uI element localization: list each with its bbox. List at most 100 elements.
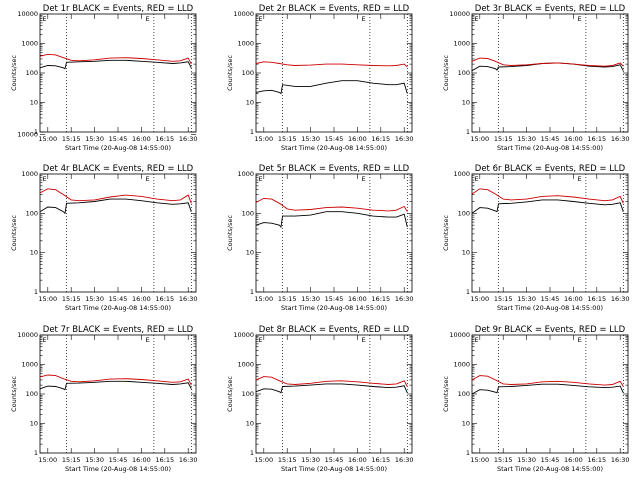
y-tick-label: 10 (246, 249, 254, 257)
panel-8: Det 8r BLACK = Events, RED = LLD 1 10 100 10… (226, 325, 414, 473)
panel-title: Det 5r BLACK = Events, RED = LLD (259, 164, 410, 174)
x-tick-label: 15:15 (278, 295, 297, 303)
x-tick-label: 16:15 (587, 295, 606, 303)
y-axis-label: Counts/sec (442, 55, 450, 91)
panel-title: Det 8r BLACK = Events, RED = LLD (259, 325, 410, 335)
x-tick-label: 16:15 (587, 456, 606, 464)
x-tick-label: 15:00 (254, 135, 273, 143)
y-tick-label: 1 (250, 288, 254, 296)
y-axis-label: Counts/sec (226, 215, 234, 251)
x-tick-label: 15:45 (325, 135, 344, 143)
x-tick-label: 15:30 (517, 135, 536, 143)
x-tick-label: 16:00 (132, 456, 151, 464)
x-tick-label: 15:15 (62, 456, 81, 464)
y-tick-label: 1000 (21, 170, 38, 178)
x-tick-label: 15:00 (38, 135, 57, 143)
marker-annotation: E (43, 336, 47, 344)
x-tick-label: 16:15 (155, 295, 174, 303)
y-tick-label: 10000 (17, 131, 38, 139)
x-tick-label: 15:45 (109, 456, 128, 464)
panel-title: Det 3r BLACK = Events, RED = LLD (475, 4, 626, 14)
y-tick-label: 10 (30, 99, 38, 107)
events-series-line (255, 383, 408, 394)
lld-series-line (39, 53, 192, 65)
events-series-line (39, 198, 192, 215)
x-axis-label: Start Time (20-Aug-08 14:55:00) (65, 304, 171, 312)
y-tick-label: 10 (30, 249, 38, 257)
y-tick-label: 1 (250, 128, 254, 136)
x-tick-label: 15:00 (254, 295, 273, 303)
panel-7: Det 7r BLACK = Events, RED = LLD 1 10 100 10… (10, 325, 198, 473)
x-tick-label: 15:15 (278, 135, 297, 143)
y-tick-label: 100 (458, 69, 470, 77)
y-tick-label: 100 (26, 209, 38, 217)
x-tick-label: 16:15 (155, 135, 174, 143)
marker-annotation: E (578, 15, 582, 23)
x-tick-label: 15:15 (494, 295, 513, 303)
x-tick-label: 15:45 (541, 295, 560, 303)
y-tick-label: 10000 (233, 331, 254, 339)
plot-frame (39, 334, 197, 454)
marker-annotation: E (259, 175, 263, 183)
x-tick-label: 15:45 (109, 135, 128, 143)
x-axis-label: Start Time (20-Aug-08 14:55:00) (281, 304, 387, 312)
x-tick-label: 16:30 (395, 135, 414, 143)
x-tick-label: 16:30 (179, 295, 198, 303)
events-series-line (39, 380, 192, 391)
x-tick-label: 16:00 (348, 456, 367, 464)
y-tick-label: 1000 (237, 40, 254, 48)
x-tick-label: 16:30 (611, 456, 630, 464)
x-tick-label: 15:45 (109, 295, 128, 303)
x-tick-label: 15:30 (517, 456, 536, 464)
x-tick-label: 15:00 (38, 295, 57, 303)
x-tick-label: 15:00 (470, 295, 489, 303)
x-tick-label: 16:00 (348, 295, 367, 303)
events-series-line (471, 383, 624, 395)
lld-series-line (39, 188, 192, 204)
lld-series-line (255, 197, 408, 212)
panel-2: Det 2r BLACK = Events, RED = LLD 1 10 100 10… (226, 4, 414, 152)
y-tick-label: 1000 (237, 361, 254, 369)
y-tick-label: 100 (242, 209, 254, 217)
panel-3: Det 3r BLACK = Events, RED = LLD 1 10 100 10… (442, 4, 630, 152)
x-axis-label: Start Time (20-Aug-08 14:55:00) (497, 465, 603, 473)
marker-annotation: E (475, 336, 479, 344)
y-tick-label: 100 (26, 390, 38, 398)
y-tick-label: 10000 (17, 10, 38, 18)
plot-frame (39, 13, 197, 133)
y-axis-label: Counts/sec (10, 376, 18, 412)
y-tick-label: 1 (34, 128, 38, 136)
y-tick-label: 1 (466, 128, 470, 136)
events-series-line (471, 199, 624, 214)
x-tick-label: 16:00 (564, 295, 583, 303)
y-tick-label: 10000 (449, 331, 470, 339)
y-axis-label: Counts/sec (226, 376, 234, 412)
x-tick-label: 15:15 (494, 135, 513, 143)
lld-series-line (255, 376, 408, 387)
x-tick-label: 15:30 (301, 135, 320, 143)
y-tick-label: 1 (250, 449, 254, 457)
x-tick-label: 15:45 (541, 135, 560, 143)
x-tick-label: 15:30 (517, 295, 536, 303)
marker-annotation: E (475, 175, 479, 183)
y-tick-label: 10 (246, 99, 254, 107)
panel-1: Det 1r BLACK = Events, RED = LLD 1 10 100 10… (10, 4, 198, 152)
lld-series-line (471, 57, 624, 67)
y-tick-label: 1000 (21, 40, 38, 48)
marker-annotation: E (146, 15, 150, 23)
y-tick-label: 1 (466, 288, 470, 296)
x-tick-label: 16:30 (179, 135, 198, 143)
x-tick-label: 16:00 (132, 135, 151, 143)
x-tick-label: 15:15 (62, 295, 81, 303)
y-tick-label: 10000 (233, 10, 254, 18)
panel-4: Det 4r BLACK = Events, RED = LLD 1 10 100 10… (10, 131, 198, 312)
marker-annotation: E (362, 175, 366, 183)
plot-frame (255, 334, 413, 454)
x-tick-label: 16:15 (155, 456, 174, 464)
x-tick-label: 15:00 (254, 456, 273, 464)
panel-5: Det 5r BLACK = Events, RED = LLD 1 10 100 10… (226, 164, 414, 312)
y-tick-label: 10000 (17, 331, 38, 339)
marker-annotation: E (578, 175, 582, 183)
x-tick-label: 15:30 (301, 295, 320, 303)
y-tick-label: 1000 (453, 170, 470, 178)
